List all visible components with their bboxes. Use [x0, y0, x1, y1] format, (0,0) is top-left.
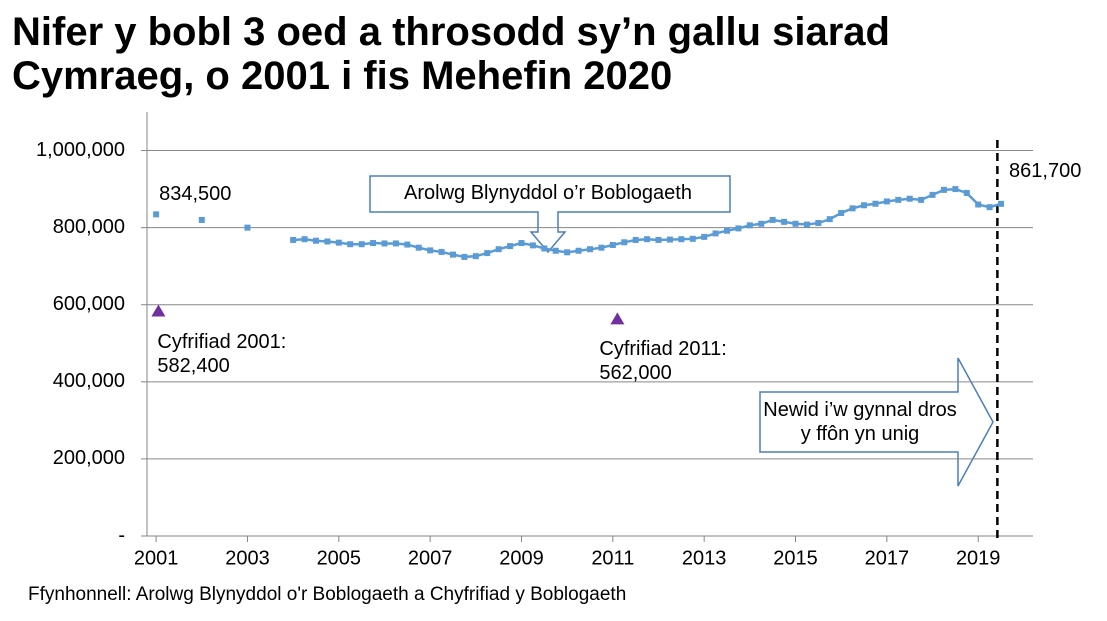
data-point [746, 222, 753, 229]
data-point [849, 205, 856, 212]
data-point [324, 238, 331, 245]
data-point [940, 186, 947, 193]
data-point [575, 247, 582, 254]
data-point [838, 209, 845, 216]
data-point [290, 236, 297, 243]
data-point [712, 230, 719, 237]
data-point [861, 202, 868, 209]
data-point [495, 246, 502, 253]
y-tick-label: 200,000 [53, 447, 125, 469]
census-point [151, 304, 166, 317]
data-point [689, 235, 696, 242]
data-point [198, 216, 205, 223]
data-point [769, 216, 776, 223]
data-point [529, 242, 536, 249]
value-label: Cyfrifiad 2001: 582,400 [157, 330, 287, 377]
data-point [632, 236, 639, 243]
y-tick-label: 800,000 [53, 216, 125, 238]
data-point [724, 227, 731, 234]
data-point [975, 201, 982, 208]
value-label: Cyfrifiad 2011: 562,000 [599, 338, 727, 385]
x-tick-label: 2001 [134, 547, 179, 569]
data-point [781, 218, 788, 225]
data-point [701, 233, 708, 240]
value-label: 861,700 [1009, 159, 1082, 182]
data-point [621, 239, 628, 246]
data-point [895, 196, 902, 203]
data-point [244, 224, 251, 231]
data-point [758, 220, 765, 227]
data-point [883, 198, 890, 205]
x-tick-label: 2007 [408, 547, 453, 569]
data-point [381, 240, 388, 247]
annotation: Arolwg Blynyddol o’r Boblogaeth [404, 182, 692, 204]
census-point [610, 312, 625, 325]
x-tick-label: 2017 [865, 547, 910, 569]
data-point [312, 237, 319, 244]
data-point [803, 221, 810, 228]
data-point [998, 200, 1005, 207]
data-point [484, 250, 491, 257]
data-point [609, 241, 616, 248]
data-point [678, 236, 685, 243]
x-tick-label: 2015 [773, 547, 818, 569]
x-tick-label: 2005 [317, 547, 362, 569]
x-tick-label: 2009 [499, 547, 544, 569]
data-point [370, 240, 377, 247]
data-point [392, 240, 399, 247]
annotation: Newid i’w gynnal dros y ffôn yn unig [763, 399, 957, 445]
data-point [815, 220, 822, 227]
data-point [449, 251, 456, 258]
data-point [792, 220, 799, 227]
data-point [427, 247, 434, 254]
x-tick-label: 2013 [682, 547, 727, 569]
data-point [655, 236, 662, 243]
data-point [906, 195, 913, 202]
data-point [404, 241, 411, 248]
y-tick-label: 600,000 [53, 293, 125, 315]
data-point [415, 244, 422, 251]
data-point [564, 249, 571, 256]
data-point [541, 245, 548, 252]
data-point [872, 200, 879, 207]
data-point [347, 241, 354, 248]
data-point [518, 240, 525, 247]
data-point [507, 243, 514, 250]
data-point [301, 236, 308, 243]
data-point [929, 191, 936, 198]
data-point [358, 241, 365, 248]
y-tick-label: - [118, 524, 125, 546]
callout-arrow [759, 357, 994, 487]
data-point [826, 216, 833, 223]
data-point [666, 236, 673, 243]
data-point [335, 239, 342, 246]
x-tick-label: 2011 [591, 547, 634, 569]
data-point [153, 211, 160, 218]
data-point [461, 253, 468, 260]
data-point [587, 246, 593, 253]
data-point [735, 225, 742, 232]
source-note: Ffynhonnell: Arolwg Blynyddol o'r Boblog… [28, 584, 627, 605]
y-tick-label: 1,000,000 [36, 139, 125, 161]
y-tick-label: 400,000 [53, 370, 125, 392]
value-label: 834,500 [159, 183, 232, 206]
data-point [552, 247, 559, 254]
data-point [918, 196, 925, 203]
x-tick-label: 2003 [225, 547, 270, 569]
callout-box [369, 175, 731, 254]
data-point [952, 186, 959, 193]
data-point [598, 244, 605, 251]
chart-title: Nifer y bobl 3 oed a throsodd sy’n gallu… [12, 10, 890, 98]
data-point [472, 253, 479, 260]
data-point [644, 236, 651, 243]
x-tick-label: 2019 [956, 547, 1001, 569]
data-point [963, 189, 970, 196]
data-point [438, 248, 445, 255]
data-point [986, 204, 993, 211]
